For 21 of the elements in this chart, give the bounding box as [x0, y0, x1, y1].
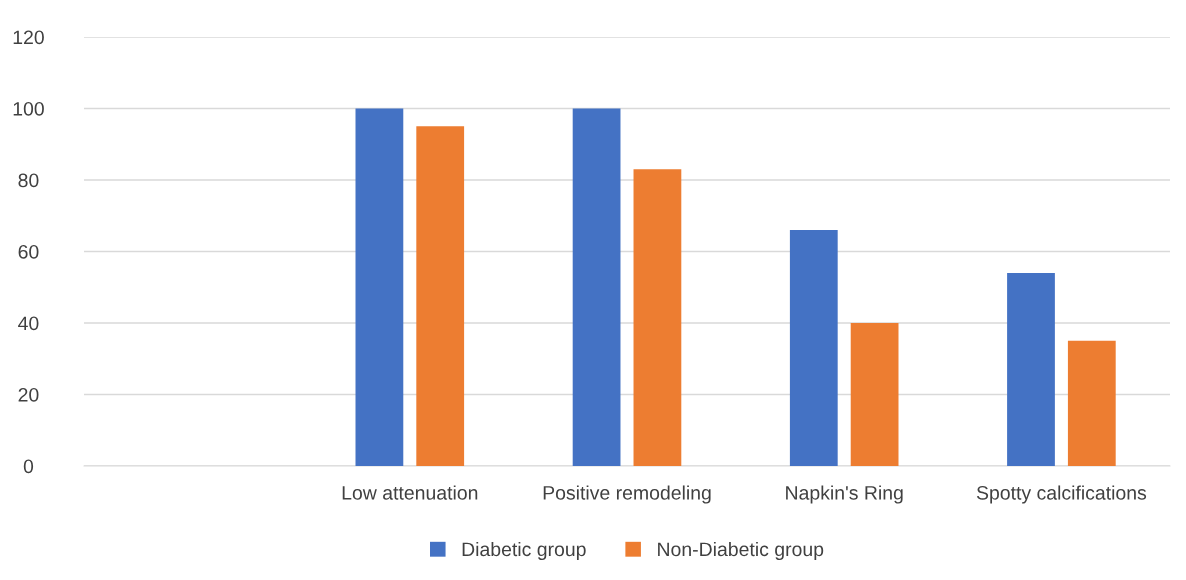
bar — [355, 108, 404, 466]
x-tick-label: Positive remodeling — [543, 485, 711, 504]
bar — [416, 126, 465, 466]
x-tick-label: Low attenuation — [342, 485, 478, 500]
bar — [633, 169, 682, 466]
legend-label: Non-Diabetic group — [658, 541, 824, 561]
bar — [789, 230, 838, 466]
x-tick-label: Napkin's Ring — [786, 485, 903, 504]
bar — [850, 323, 899, 466]
legend-label: Diabetic group — [462, 541, 586, 561]
x-tick-label: Spotty calcifications — [976, 485, 1147, 504]
bar — [1067, 340, 1116, 466]
y-tick-label: 0 — [23, 459, 34, 474]
y-tick-label: 120 — [13, 30, 44, 45]
y-tick-label: 60 — [18, 244, 39, 259]
y-tick-label: 80 — [18, 173, 39, 188]
y-tick-label: 100 — [13, 101, 44, 116]
bar — [572, 108, 621, 466]
bar — [1007, 272, 1055, 466]
y-tick-label: 20 — [18, 387, 39, 402]
y-tick-label: 40 — [18, 316, 39, 331]
